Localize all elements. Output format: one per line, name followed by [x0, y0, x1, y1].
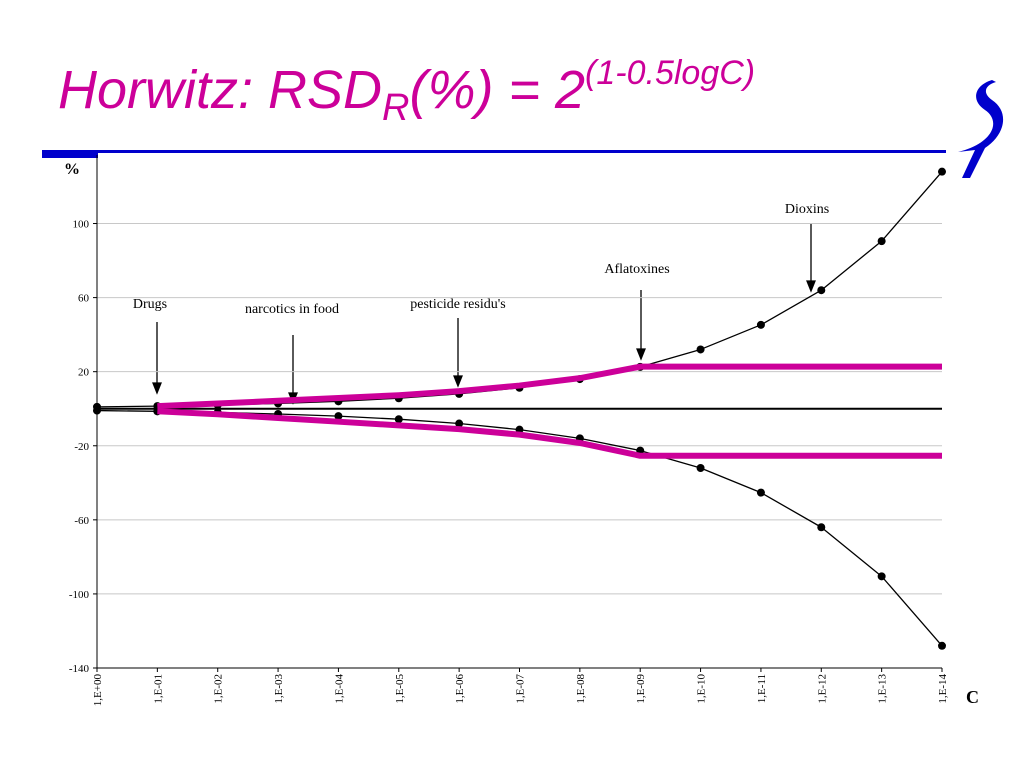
logo: [958, 80, 1004, 178]
title-sub: R: [382, 87, 409, 129]
y-tick-label: -60: [74, 515, 89, 527]
y-tick-label: 100: [73, 219, 90, 231]
x-tick-label: 1,E-12: [816, 674, 828, 704]
slide-title: Horwitz: RSDR(%) = 2(1-0.5logC): [58, 54, 755, 129]
x-tick-label: 1,E-01: [152, 674, 164, 704]
limit-line: [157, 408, 942, 459]
data-point: [394, 415, 403, 424]
x-tick-label: 1,E-09: [635, 674, 647, 704]
annotation: narcotics in food: [245, 302, 339, 317]
title-sup: (1-0.5logC): [585, 54, 755, 92]
x-tick-label: 1,E-10: [696, 674, 708, 704]
header-line: [98, 150, 946, 153]
annotation: Aflatoxines: [604, 262, 669, 277]
plot: -140 -100 -60 -20 20 60 100 1,E+00 1,E-01 1,E-02 1…: [69, 155, 949, 706]
x-tick-label: 1,E-05: [394, 674, 406, 704]
y-tick-label: -100: [69, 589, 90, 601]
y-tick-label: 60: [78, 293, 90, 305]
y-tick-label: -140: [69, 663, 90, 675]
arrow-head: [152, 382, 162, 395]
y-tick-label: -20: [74, 441, 89, 453]
y-axis-label: %: [64, 161, 80, 178]
data-point: [817, 523, 826, 532]
arrow-head: [453, 375, 463, 388]
annotation: Drugs: [133, 297, 167, 312]
data-point: [756, 488, 765, 497]
x-tick-label: 1,E-07: [515, 674, 527, 704]
x-tick-label: 1,E-11: [756, 674, 768, 703]
data-point: [455, 419, 464, 428]
x-tick-label: 1,E-13: [877, 674, 889, 704]
annotation: Dioxins: [785, 202, 829, 217]
data-point: [877, 572, 886, 581]
x-tick-label: 1,E-14: [937, 674, 949, 704]
x-tick-label: 1,E-06: [454, 674, 466, 704]
arrow-head: [806, 280, 816, 293]
data-point: [938, 641, 946, 650]
x-tick-label: 1,E+00: [92, 674, 104, 707]
arrow-head: [636, 348, 646, 361]
y-tick-label: 20: [78, 367, 90, 379]
data-point: [756, 320, 765, 329]
annotation: pesticide residu's: [410, 297, 505, 312]
data-point: [817, 286, 826, 295]
x-tick-label: 1,E-04: [333, 674, 345, 704]
data-point: [334, 412, 343, 421]
x-tick-label: 1,E-03: [273, 674, 285, 704]
title-mid: (%) = 2: [409, 60, 585, 120]
x-tick-label: 1,E-02: [213, 674, 225, 704]
data-point: [696, 345, 705, 354]
data-point: [938, 167, 946, 176]
data-point: [877, 237, 886, 246]
title-main: Horwitz: RSD: [58, 60, 382, 120]
x-axis-label: C: [966, 687, 979, 707]
limit-line: [157, 363, 942, 410]
data-point: [696, 463, 705, 472]
header-bar-left: [42, 150, 98, 158]
x-tick-label: 1,E-08: [575, 674, 587, 704]
data-point: [93, 406, 101, 415]
